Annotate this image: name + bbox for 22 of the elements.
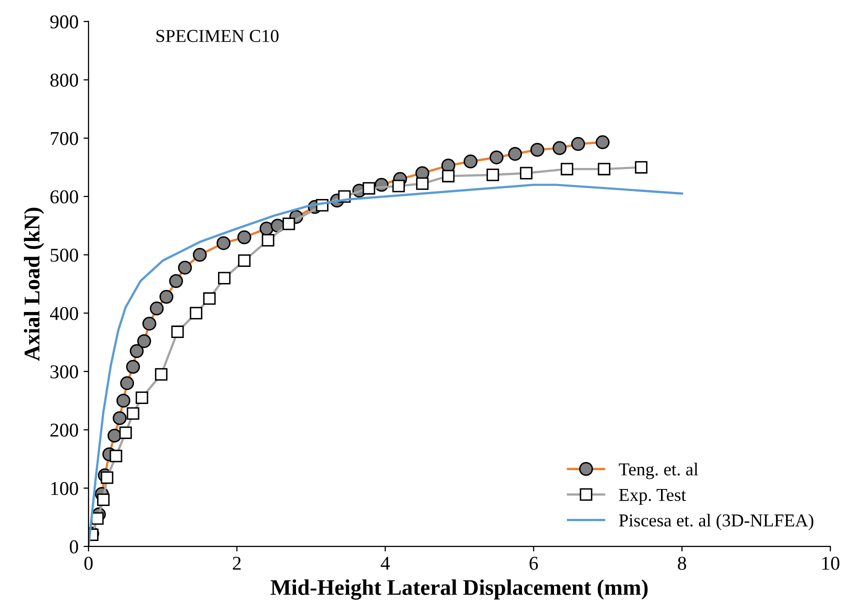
x-tick-label: 10 [822, 556, 840, 570]
x-tick-label: 2 [232, 556, 241, 570]
x-tick-label: 6 [530, 556, 538, 570]
y-tick-label: 100 [51, 482, 78, 496]
legend-label: Exp. Test [619, 489, 686, 505]
y-tick-label: 0 [70, 540, 78, 554]
y-tick-label: 700 [50, 132, 78, 146]
legend-label: Teng. et. al [618, 462, 698, 480]
x-tick-label: 8 [678, 556, 686, 570]
y-tick-label: 400 [50, 306, 78, 320]
annotation: SPECIMEN C10 [156, 30, 278, 42]
y-tick-label: 300 [50, 365, 78, 378]
y-tick-label: 200 [50, 424, 78, 437]
x-tick-label: 4 [380, 556, 390, 570]
x-axis-title: Mid-Height Lateral Displacement (mm) [270, 579, 648, 600]
y-tick-label: 800 [50, 74, 78, 87]
legend-label: Piscesa et. al (3D-NLFEA) [619, 514, 814, 530]
y-tick-label: 900 [50, 15, 78, 28]
x-tick-label: 0 [84, 556, 93, 570]
y-axis-title: Axial Load (kN) [24, 208, 44, 361]
y-tick-label: 500 [50, 248, 78, 262]
y-tick-label: 600 [50, 190, 78, 204]
